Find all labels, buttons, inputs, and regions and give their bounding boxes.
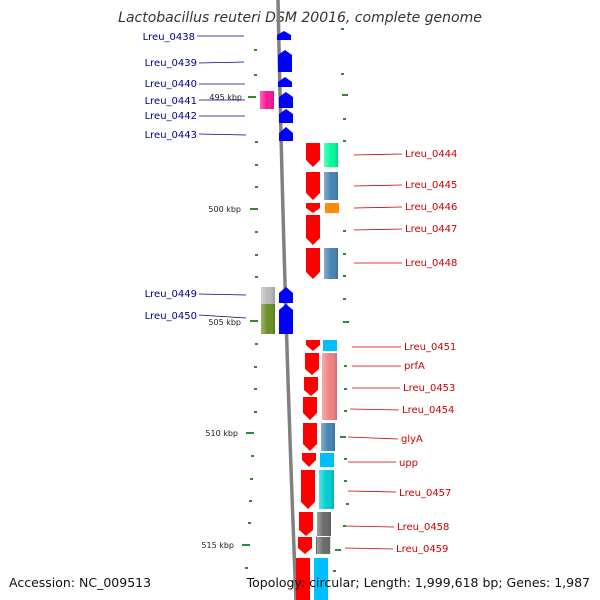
right-category-boxes: [314, 143, 339, 600]
label-lreu-0459[interactable]: Lreu_0459: [344, 544, 448, 555]
label-lreu-0439[interactable]: Lreu_0439: [145, 58, 245, 69]
gene-arrow-lreu-0451[interactable]: [306, 340, 320, 351]
reverse-strand-genes: [277, 31, 293, 334]
gene-arrow-lreu-0442[interactable]: [279, 109, 293, 123]
tick-515-kbp: 515 kbp: [201, 541, 250, 550]
genome-summary-text: Topology: circular; Length: 1,999,618 bp…: [246, 575, 590, 590]
label-lreu-0450[interactable]: Lreu_0450: [145, 311, 247, 322]
gene-arrow-glya[interactable]: [303, 423, 317, 451]
label-lreu-0443[interactable]: Lreu_0443: [145, 130, 247, 141]
label-lreu-0454[interactable]: Lreu_0454: [349, 405, 454, 416]
gene-arrow-lreu-0453[interactable]: [304, 377, 318, 396]
label-lreu-0444[interactable]: Lreu_0444: [353, 149, 457, 160]
tick-label: 495 kbp: [209, 93, 242, 102]
label-prfa[interactable]: prfA: [352, 361, 425, 372]
svg-text:Lreu_0446: Lreu_0446: [405, 202, 457, 213]
left-category-boxes: [260, 91, 275, 334]
svg-text:Lreu_0458: Lreu_0458: [397, 522, 449, 533]
label-lreu-0441[interactable]: Lreu_0441: [145, 96, 245, 107]
gene-arrow-lreu-0446[interactable]: [306, 203, 320, 213]
category-box-lreu-0446: [325, 203, 339, 213]
tick-510-kbp: 510 kbp: [205, 429, 254, 438]
label-upp[interactable]: upp: [348, 458, 418, 469]
gene-arrow-lreu-0459[interactable]: [298, 537, 312, 554]
gene-arrow-lreu-0438[interactable]: [277, 31, 291, 40]
gene-arrow-lreu-0445[interactable]: [306, 172, 320, 200]
gene-arrow-lreu-0457[interactable]: [301, 470, 315, 509]
svg-text:Lreu_0438: Lreu_0438: [143, 32, 195, 43]
gene-arrow-lreu-0439[interactable]: [278, 50, 292, 72]
gene-arrow-lreu-0444[interactable]: [306, 143, 320, 167]
svg-text:Lreu_0450: Lreu_0450: [145, 311, 197, 322]
gene-arrow-lreu-0440[interactable]: [278, 77, 292, 87]
left-gene-labels: Lreu_0438 Lreu_0439 Lreu_0440 Lreu_0441 …: [143, 32, 247, 322]
label-lreu-0445[interactable]: Lreu_0445: [353, 180, 457, 191]
gene-arrow-prfa[interactable]: [305, 353, 319, 375]
label-lreu-0449[interactable]: Lreu_0449: [145, 289, 247, 300]
gene-arrow-lreu-0454[interactable]: [303, 397, 317, 420]
gene-arrow-upp[interactable]: [302, 453, 316, 467]
svg-text:Lreu_0443: Lreu_0443: [145, 130, 197, 141]
label-lreu-0448[interactable]: Lreu_0448: [354, 258, 457, 269]
label-lreu-0453[interactable]: Lreu_0453: [352, 383, 455, 394]
svg-text:Lreu_0459: Lreu_0459: [396, 544, 448, 555]
svg-text:Lreu_0454: Lreu_0454: [402, 405, 454, 416]
gene-arrow-lreu-0443[interactable]: [279, 127, 293, 141]
tick-label: 500 kbp: [208, 205, 241, 214]
svg-text:upp: upp: [399, 458, 418, 469]
forward-strand-genes: [296, 143, 320, 600]
accession-text: Accession: NC_009513: [9, 575, 152, 590]
svg-text:Lreu_0448: Lreu_0448: [405, 258, 457, 269]
label-lreu-0458[interactable]: Lreu_0458: [345, 522, 449, 533]
tick-495-kbp: 495 kbp: [209, 93, 256, 102]
tick-500-kbp: 500 kbp: [208, 205, 258, 214]
svg-text:Lreu_0453: Lreu_0453: [403, 383, 455, 394]
gene-arrow-next[interactable]: [296, 558, 310, 600]
gene-arrow-lreu-0449[interactable]: [279, 287, 293, 303]
svg-text:Lreu_0442: Lreu_0442: [145, 111, 197, 122]
label-lreu-0447[interactable]: Lreu_0447: [353, 224, 457, 235]
map-title: Lactobacillus reuteri DSM 20016, complet…: [118, 10, 482, 26]
svg-text:Lreu_0439: Lreu_0439: [145, 58, 197, 69]
svg-text:glyA: glyA: [401, 434, 423, 445]
label-glya[interactable]: glyA: [347, 434, 423, 445]
label-lreu-0440[interactable]: Lreu_0440: [145, 79, 245, 90]
svg-text:Lreu_0441: Lreu_0441: [145, 96, 197, 107]
category-box-upp: [320, 453, 334, 467]
svg-text:Lreu_0451: Lreu_0451: [404, 342, 456, 353]
scale-ticks: 495 kbp 500 kbp 505 kbp 510 kbp 515 kbp: [201, 93, 258, 550]
minor-ticks: [245, 28, 349, 572]
tick-505-kbp: 505 kbp: [208, 318, 258, 327]
gene-arrow-lreu-0447[interactable]: [306, 215, 320, 245]
label-lreu-0446[interactable]: Lreu_0446: [353, 202, 457, 213]
gene-arrow-lreu-0441[interactable]: [279, 92, 293, 108]
label-lreu-0451[interactable]: Lreu_0451: [352, 342, 456, 353]
svg-text:Lreu_0440: Lreu_0440: [145, 79, 197, 90]
label-lreu-0442[interactable]: Lreu_0442: [145, 111, 245, 122]
label-lreu-0457[interactable]: Lreu_0457: [347, 488, 451, 499]
gene-arrow-lreu-0448[interactable]: [306, 248, 320, 279]
svg-text:Lreu_0449: Lreu_0449: [145, 289, 197, 300]
svg-text:prfA: prfA: [404, 361, 425, 372]
category-box-next: [314, 558, 328, 600]
label-lreu-0438[interactable]: Lreu_0438: [143, 32, 244, 43]
svg-text:Lreu_0447: Lreu_0447: [405, 224, 457, 235]
gene-arrow-lreu-0458[interactable]: [299, 512, 313, 536]
category-box-lreu-0451: [323, 340, 337, 351]
gene-arrow-lreu-0450[interactable]: [279, 304, 293, 334]
svg-text:Lreu_0445: Lreu_0445: [405, 180, 457, 191]
svg-text:Lreu_0457: Lreu_0457: [399, 488, 451, 499]
tick-label: 510 kbp: [205, 429, 238, 438]
svg-text:Lreu_0444: Lreu_0444: [405, 149, 457, 160]
tick-label: 515 kbp: [201, 541, 234, 550]
tick-label: 505 kbp: [208, 318, 241, 327]
right-gene-labels: Lreu_0444 Lreu_0445 Lreu_0446 Lreu_0447 …: [344, 149, 457, 555]
